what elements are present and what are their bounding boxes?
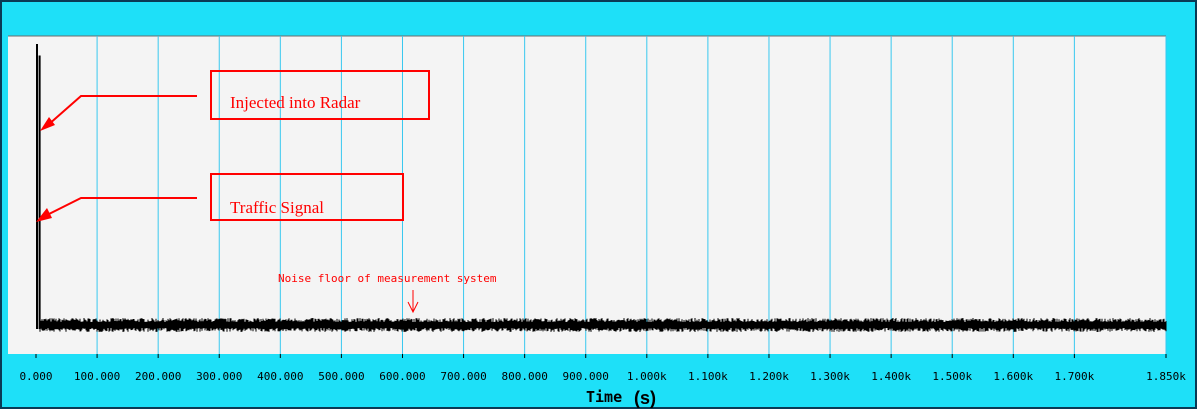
x-axis-unit: (s) (634, 388, 656, 408)
annotation-injected: Injected into Radar (40, 70, 430, 131)
annotation-text: Traffic Signal (230, 198, 324, 217)
plot-area (8, 36, 1166, 354)
annotation-box (210, 173, 404, 221)
x-tick-label: 1.000k (627, 370, 667, 383)
arrow-head-icon (407, 301, 419, 314)
annotation-leader (44, 197, 197, 217)
x-tick-label: 1.600k (993, 370, 1033, 383)
x-tick-labels: 0.000 100.000 200.000 300.000 400.000 500.000… (19, 370, 1186, 383)
axis-band (8, 354, 1191, 404)
x-tick-label: 1.500k (932, 370, 972, 383)
x-tick-label: 900.000 (563, 370, 609, 383)
annotation-text: Noise floor of measurement system (278, 272, 497, 285)
x-tick-label: 400.000 (257, 370, 303, 383)
x-tick-label: 0.000 (19, 370, 52, 383)
x-tick-label: 1.850k (1146, 370, 1186, 383)
x-tick-label: 1.400k (871, 370, 911, 383)
x-tick-label: 800.000 (501, 370, 547, 383)
x-tick-label: 300.000 (196, 370, 242, 383)
annotation-box (210, 70, 430, 120)
x-tick-label: 1.700k (1055, 370, 1095, 383)
annotation-text: Injected into Radar (230, 93, 361, 112)
arrow-head-icon (36, 208, 52, 222)
annotation-leader (47, 95, 197, 126)
x-tick-label: 500.000 (318, 370, 364, 383)
annotation-noise: Noise floor of measurement system (278, 272, 497, 314)
x-tick-label: 100.000 (74, 370, 120, 383)
x-tick-label: 200.000 (135, 370, 181, 383)
x-tick-label: 1.300k (810, 370, 850, 383)
x-tick-label: 600.000 (379, 370, 425, 383)
x-tick-label: 700.000 (440, 370, 486, 383)
x-axis-label: Time (586, 388, 622, 406)
x-tick-label: 1.100k (688, 370, 728, 383)
annotation-traffic: Traffic Signal (36, 173, 404, 222)
x-tick-label: 1.200k (749, 370, 789, 383)
arrow-head-icon (40, 117, 55, 131)
signal-series (36, 44, 1167, 332)
gridlines (35, 36, 1167, 358)
